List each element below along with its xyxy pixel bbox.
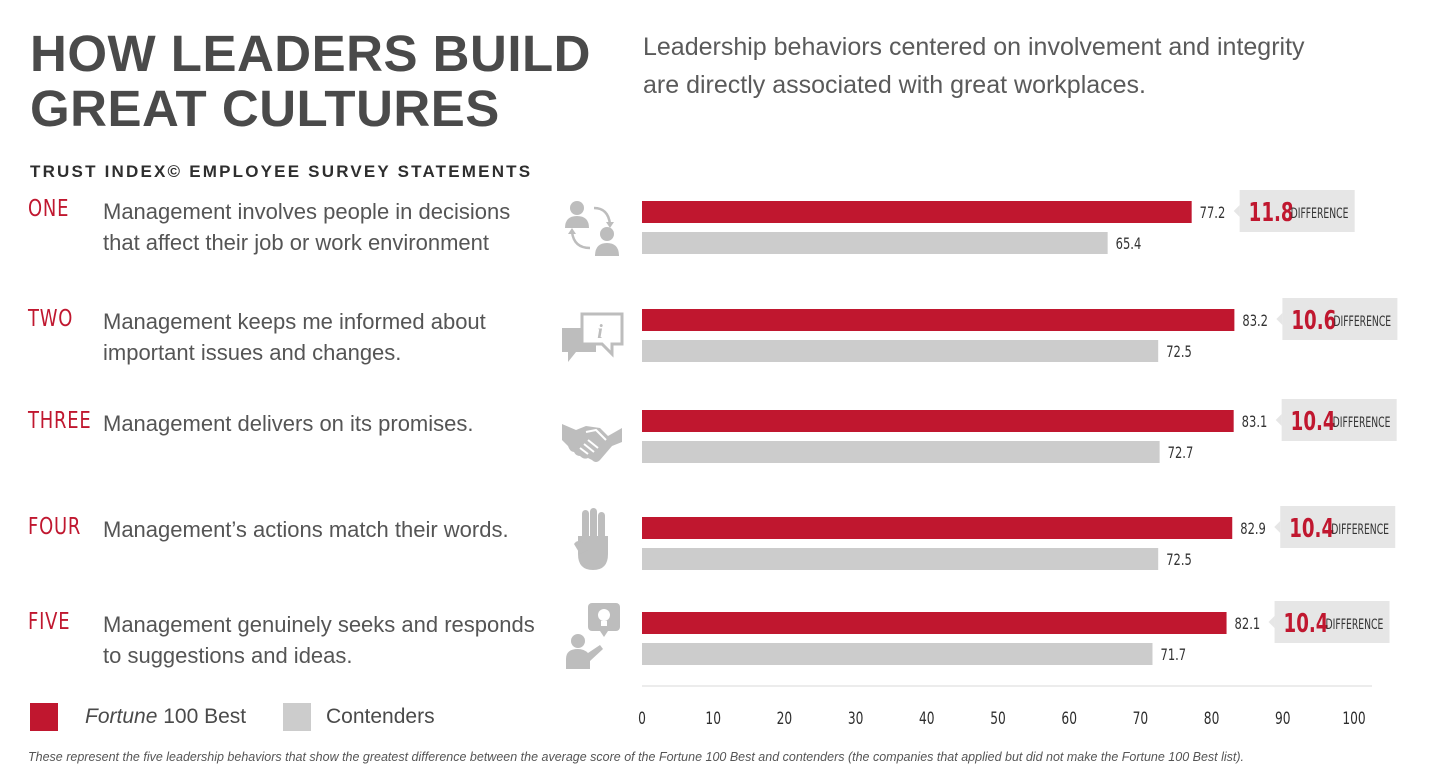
x-tick-label: 80 (1204, 709, 1220, 729)
difference-label: DIFFERENCE (1326, 616, 1384, 633)
handshake-icon (562, 424, 622, 462)
difference-badge-bg (1282, 298, 1398, 340)
value-label-contenders: 72.5 (1166, 551, 1192, 569)
difference-badge-pointer (1275, 414, 1282, 426)
people-exchange-icon (565, 201, 619, 256)
x-tick-label: 60 (1061, 709, 1077, 729)
page-title: HOW LEADERS BUILD GREAT CULTURES (30, 25, 591, 137)
bar-contenders (642, 548, 1159, 570)
legend-swatch-best (30, 703, 58, 731)
bar-best (642, 309, 1235, 331)
difference-badge-pointer (1268, 616, 1275, 628)
bar-contenders (642, 232, 1108, 254)
difference-label: DIFFERENCE (1291, 205, 1349, 222)
x-tick-label: 70 (1133, 709, 1149, 729)
difference-label: DIFFERENCE (1333, 414, 1391, 431)
legend-swatch-contenders (283, 703, 311, 731)
difference-badge-pointer (1233, 205, 1240, 217)
difference-badge-pointer (1274, 521, 1281, 533)
difference-value: 10.4 (1284, 609, 1329, 639)
value-label-contenders: 65.4 (1116, 235, 1142, 253)
bar-best (642, 410, 1234, 432)
statement-text: Management’s actions match their words. (103, 517, 509, 542)
statement-number: TWO (28, 306, 74, 332)
statement-number: FIVE (28, 609, 71, 635)
value-label-best: 83.1 (1242, 413, 1268, 431)
value-label-contenders: 72.5 (1166, 343, 1192, 361)
statement-text: Management delivers on its promises. (103, 411, 474, 436)
value-label-best: 83.2 (1242, 312, 1268, 330)
section-label: TRUST INDEX© EMPLOYEE SURVEY STATEMENTS (30, 162, 533, 181)
statement-number: ONE (28, 196, 70, 222)
footnote: These represent the five leadership beha… (28, 750, 1245, 764)
info-speech-bubble-icon: i (562, 312, 624, 362)
statement-text: Management involves people in decisions … (103, 199, 511, 255)
value-label-best: 77.2 (1200, 204, 1226, 222)
x-tick-label: 100 (1342, 709, 1365, 729)
page-subtitle: Leadership behaviors centered on involve… (643, 33, 1305, 99)
difference-label: DIFFERENCE (1333, 313, 1391, 330)
x-tick-label: 10 (705, 709, 721, 729)
value-label-best: 82.1 (1235, 615, 1261, 633)
statement-text: Management keeps me informed about impor… (103, 309, 486, 365)
difference-value: 11.8 (1249, 198, 1294, 228)
difference-value: 10.6 (1291, 306, 1336, 336)
x-tick-label: 90 (1275, 709, 1291, 729)
svg-text:i: i (597, 321, 603, 343)
bar-best (642, 517, 1233, 539)
bar-contenders (642, 340, 1159, 362)
statement-text: Management genuinely seeks and responds … (103, 612, 535, 668)
legend-label-best: Fortune 100 Best (85, 705, 247, 728)
bar-best (642, 612, 1227, 634)
difference-badge-bg (1281, 399, 1397, 441)
person-idea-lightbulb-icon (566, 603, 620, 669)
difference-badge-bg (1280, 506, 1396, 548)
value-label-contenders: 72.7 (1168, 444, 1194, 462)
bar-best (642, 201, 1192, 223)
legend-label-contenders: Contenders (326, 705, 435, 728)
difference-badge-pointer (1276, 313, 1283, 325)
bar-contenders (642, 441, 1160, 463)
value-label-best: 82.9 (1240, 520, 1266, 538)
difference-badge-bg (1239, 190, 1355, 232)
x-tick-label: 30 (848, 709, 864, 729)
value-label-contenders: 71.7 (1161, 646, 1187, 664)
difference-value: 10.4 (1291, 407, 1336, 437)
bar-contenders (642, 643, 1153, 665)
x-tick-label: 20 (777, 709, 793, 729)
scout-salute-hand-icon (574, 508, 608, 570)
difference-value: 10.4 (1289, 514, 1334, 544)
statement-number: FOUR (28, 514, 82, 540)
x-tick-label: 0 (638, 709, 646, 729)
difference-badge-bg (1274, 601, 1390, 643)
x-tick-label: 40 (919, 709, 935, 729)
statement-number: THREE (28, 408, 92, 434)
x-tick-label: 50 (990, 709, 1006, 729)
difference-label: DIFFERENCE (1331, 521, 1389, 538)
